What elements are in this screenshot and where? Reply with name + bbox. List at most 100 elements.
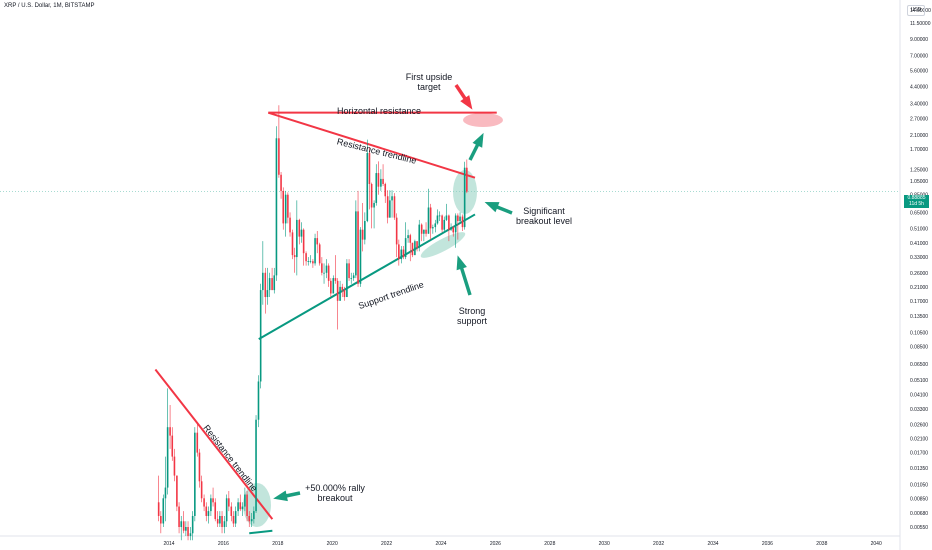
price-tick-label: 0.06500 — [910, 362, 928, 368]
candle — [160, 511, 162, 534]
candle — [457, 213, 459, 240]
candle-body — [216, 519, 219, 524]
candle-body — [398, 244, 400, 260]
candle-body — [420, 224, 423, 234]
candle — [244, 487, 246, 512]
candle — [386, 190, 389, 224]
time-tick-label: 2022 — [381, 541, 392, 547]
candle — [287, 192, 289, 224]
last-price-value: 0.88885 — [907, 195, 926, 201]
price-tick-label: 11.50000 — [910, 21, 931, 27]
candle — [216, 511, 219, 527]
candle — [443, 216, 446, 232]
candle-body — [375, 173, 378, 203]
price-tick-label: 2.70000 — [910, 117, 928, 123]
candle-body — [248, 515, 251, 522]
candle-body — [196, 432, 199, 453]
candle-body — [230, 506, 233, 516]
price-tick-label: 0.01350 — [910, 466, 928, 472]
candle-body — [373, 202, 375, 208]
candle-body — [425, 229, 427, 234]
candle-body — [452, 227, 455, 233]
candle — [219, 511, 221, 527]
price-tick-label: 0.00680 — [910, 511, 928, 517]
candle — [278, 105, 280, 178]
trendline — [258, 213, 476, 341]
price-tick-label: 0.04100 — [910, 393, 928, 399]
candle-body — [343, 290, 346, 298]
annotation-rally-breakout: +50.000% rally breakout — [305, 483, 365, 503]
candle-body — [309, 261, 312, 262]
price-tick-label: 7.00000 — [910, 54, 928, 60]
candle-body — [219, 515, 221, 524]
candle-body — [275, 138, 278, 276]
candle — [314, 233, 316, 266]
candle-body — [212, 498, 214, 503]
time-tick-label: 2040 — [871, 541, 882, 547]
candle — [221, 511, 223, 534]
candle-body — [280, 174, 282, 191]
candle — [391, 190, 393, 218]
candle — [414, 239, 416, 256]
candle-body — [244, 494, 246, 507]
candle-body — [255, 419, 257, 512]
price-tick-label: 1.05000 — [910, 179, 928, 185]
candle — [398, 239, 400, 266]
candle-body — [443, 219, 446, 230]
candle — [250, 513, 253, 527]
support-highlight — [420, 232, 466, 258]
candle-body — [298, 219, 301, 237]
candle — [461, 214, 464, 232]
time-tick-label: 2014 — [163, 541, 174, 547]
time-tick-label: 2016 — [218, 541, 229, 547]
candle — [171, 427, 174, 461]
candle-body — [162, 498, 165, 524]
candle — [332, 275, 335, 294]
price-tick-label: 0.65000 — [910, 210, 928, 216]
candle-body — [454, 215, 457, 233]
candle — [164, 456, 167, 522]
candle-body — [284, 194, 287, 224]
price-tick-label: 0.00550 — [910, 525, 928, 531]
candle-body — [246, 494, 248, 516]
price-tick-label: 5.60000 — [910, 68, 928, 74]
candle-body — [355, 211, 357, 276]
candle — [257, 375, 260, 428]
candle-body — [160, 515, 162, 524]
price-tick-label: 1.70000 — [910, 147, 928, 153]
candle-body — [205, 506, 208, 516]
price-tick-label: 0.26000 — [910, 271, 928, 277]
candle — [418, 219, 421, 252]
candle-body — [380, 178, 382, 187]
candle-body — [241, 506, 244, 510]
price-tick-label: 3.40000 — [910, 101, 928, 107]
currency-selector[interactable]: USD — [907, 5, 925, 16]
candle — [416, 241, 418, 252]
price-tick-label: 0.13500 — [910, 314, 928, 320]
candle — [323, 263, 325, 284]
trendline — [267, 111, 476, 179]
candle — [162, 494, 165, 527]
candle — [366, 139, 369, 223]
candle-body — [282, 190, 285, 224]
price-tick-label: 0.51000 — [910, 226, 928, 232]
candle — [196, 424, 199, 457]
candle — [191, 511, 194, 541]
annotation-resistance-trendline: Resistance trendline — [336, 136, 418, 165]
price-tick-label: 9.00000 — [910, 37, 928, 43]
candle — [185, 521, 187, 536]
candle — [370, 182, 373, 229]
candle — [187, 521, 189, 541]
candle-body — [438, 215, 441, 217]
candle-body — [200, 481, 203, 499]
candle-body — [450, 227, 452, 230]
trendline — [154, 368, 274, 520]
price-tick-label: 0.01700 — [910, 451, 928, 457]
candle-body — [332, 278, 335, 294]
candle-body — [239, 502, 242, 510]
candle — [336, 278, 339, 330]
candle — [198, 448, 201, 488]
time-tick-label: 2024 — [435, 541, 446, 547]
candle-body — [436, 215, 439, 224]
